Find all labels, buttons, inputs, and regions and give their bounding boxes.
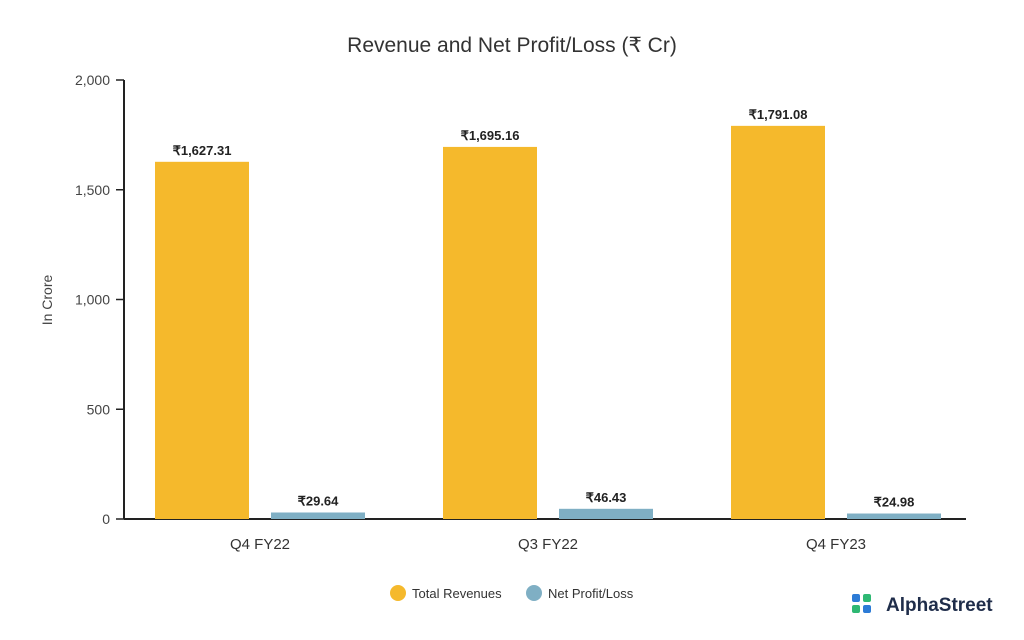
y-tick-label: 0 (102, 511, 110, 527)
brand-name: AlphaStreet (886, 595, 993, 616)
x-tick-label: Q3 FY22 (518, 536, 578, 553)
legend-label-profit: Net Profit/Loss (548, 586, 634, 601)
profit-bar (271, 512, 365, 519)
legend-marker-revenue (390, 585, 406, 601)
legend: Total Revenues Net Profit/Loss (390, 585, 634, 601)
profit-data-label: ₹46.43 (586, 490, 627, 505)
chart-title: Revenue and Net Profit/Loss (₹ Cr) (347, 34, 677, 57)
profit-data-label: ₹29.64 (298, 493, 340, 508)
revenue-bar (443, 146, 537, 519)
bars-group: ₹1,627.31 ₹29.64 Q4 FY22 ₹1,695.16 ₹46.43 Q3 … (155, 107, 941, 553)
logo-square (863, 605, 871, 613)
revenue-bar (155, 161, 249, 519)
x-tick-label: Q4 FY23 (806, 536, 866, 553)
y-tick-label: 2,000 (75, 72, 110, 88)
legend-label-revenue: Total Revenues (412, 586, 502, 601)
y-tick-label: 500 (87, 401, 111, 417)
axes: 0 500 1,000 1,500 2,000 (75, 72, 966, 527)
revenue-data-label: ₹1,627.31 (173, 143, 232, 158)
alphastreet-logo-icon (852, 594, 871, 613)
revenue-data-label: ₹1,695.16 (461, 128, 520, 143)
profit-bar (559, 508, 653, 519)
logo-square (852, 605, 860, 613)
profit-bar (847, 513, 941, 519)
y-tick-label: 1,000 (75, 292, 110, 308)
x-tick-label: Q4 FY22 (230, 536, 290, 553)
revenue-bar (731, 125, 825, 519)
brand-logo: AlphaStreet (852, 594, 993, 616)
revenue-data-label: ₹1,791.08 (749, 107, 808, 122)
profit-data-label: ₹24.98 (874, 495, 915, 510)
y-tick-label: 1,500 (75, 182, 110, 198)
legend-marker-profit (526, 585, 542, 601)
logo-square (863, 594, 871, 602)
logo-square (852, 594, 860, 602)
y-axis-label: In Crore (39, 275, 55, 326)
